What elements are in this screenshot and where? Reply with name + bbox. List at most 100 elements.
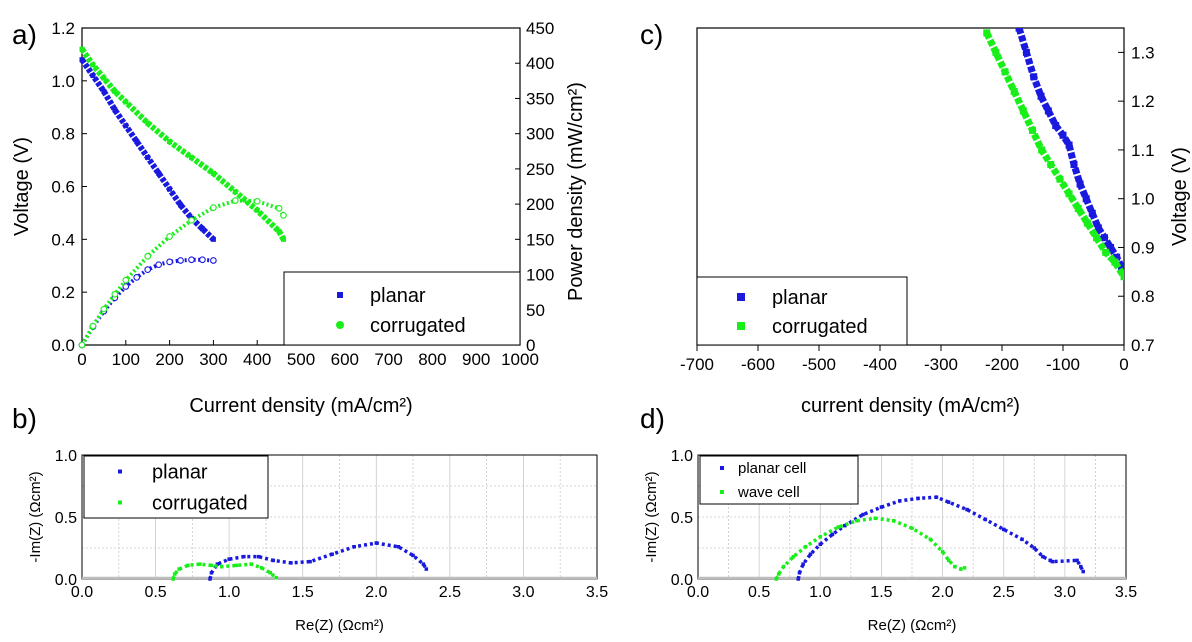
data-point-corrugated	[1093, 234, 1101, 242]
y2-tick-label: 450	[526, 19, 554, 38]
legend-swatch-corrugated	[336, 321, 344, 329]
y-tick-label: 0.7	[1131, 336, 1155, 355]
data-point-corrugated-power	[78, 341, 86, 349]
x-tick-label: 1.0	[218, 584, 240, 601]
data-point-planar	[227, 557, 231, 561]
data-point-corrugated-voltage	[123, 99, 129, 105]
data-point-planar-power	[210, 257, 217, 264]
data-point-planar	[1113, 253, 1121, 261]
data-point-wave-cell	[891, 518, 896, 523]
y2-tick-label: 200	[526, 195, 554, 214]
data-point-wave-cell	[946, 558, 951, 563]
data-point-planar-cell	[1050, 559, 1055, 564]
data-point-corrugated	[259, 566, 264, 570]
legend-box	[283, 271, 521, 346]
x-tick-label: 100	[112, 350, 140, 369]
x-tick-label: 3.5	[586, 584, 608, 601]
data-point-corrugated-power	[210, 204, 217, 211]
y-tick-label: 0.4	[51, 230, 75, 249]
data-point-planar-voltage	[167, 186, 173, 192]
y-tick-label: 0.5	[671, 510, 693, 527]
x-tick-label: 800	[418, 350, 446, 369]
data-point-wave-cell	[873, 516, 878, 520]
legend-swatch-corrugated	[737, 322, 745, 330]
data-point-planar-cell	[861, 512, 865, 517]
data-point-planar-power	[199, 256, 206, 264]
data-point-corrugated-power	[166, 233, 173, 240]
data-point-planar	[256, 554, 261, 559]
x-tick-label: 600	[331, 350, 359, 369]
data-point-planar-voltage	[90, 73, 96, 79]
x-tick-label: 0.5	[144, 584, 166, 601]
plot-area	[983, 28, 1124, 281]
data-point-corrugated-voltage	[112, 88, 118, 94]
series-planar-voltage-line	[79, 57, 216, 242]
y-tick-label: 0.6	[51, 178, 75, 197]
data-point-planar	[352, 545, 356, 549]
data-point-corrugated	[1056, 175, 1064, 183]
data-point-planar	[289, 561, 293, 565]
x-tick-label: 3.0	[1054, 584, 1076, 601]
data-point-planar	[208, 577, 212, 581]
legend-label-planar: planar	[152, 462, 208, 484]
y-tick-label: 0.9	[1131, 238, 1155, 257]
data-point-wave-cell	[776, 572, 781, 576]
data-point-planar	[1022, 48, 1030, 56]
data-point-corrugated-power	[111, 290, 119, 298]
data-point-wave-cell	[962, 566, 967, 570]
chart-d: 0.0 0.5 1.0 1.5 2.0 2.5 3.0 3.5 0.0 0.5 1.0 Re(Z) (…	[643, 448, 1137, 634]
data-point-wave-cell	[928, 537, 933, 542]
data-point-wave-cell	[953, 564, 957, 569]
legend-label-corrugated: corrugated	[370, 315, 466, 337]
x-tick-label: -100	[1046, 355, 1080, 374]
x-tick-label: -400	[863, 355, 897, 374]
x-tick-label: 3.5	[1115, 584, 1137, 601]
data-point-corrugated	[234, 563, 239, 568]
data-point-wave-cell	[774, 577, 779, 581]
x-tick-label: 2.5	[993, 584, 1015, 601]
y2-tick-label: 400	[526, 54, 554, 73]
x-tick-label: 1.5	[870, 584, 892, 601]
data-point-planar-cell	[965, 507, 969, 512]
data-point-corrugated	[1102, 248, 1110, 256]
x-tick-label: -300	[924, 355, 958, 374]
data-point-planar-power	[133, 274, 141, 281]
data-point-corrugated	[1010, 87, 1018, 95]
x-tick-label: 3.0	[512, 584, 534, 601]
data-point-planar	[1107, 243, 1115, 251]
data-point-corrugated	[220, 564, 224, 569]
x-axis-label: Re(Z) (Ωcm²)	[868, 617, 957, 634]
y2-axis-label: Power density (mW/cm²)	[565, 82, 587, 301]
chart-c: -700 -600 -500 -400 -300 -200 -100 00.7 0.8 0.9 1.…	[680, 27, 1191, 417]
y2-tick-label: 150	[526, 230, 554, 249]
data-point-planar-cell	[898, 499, 902, 503]
x-tick-label: 300	[199, 350, 227, 369]
data-point-planar-cell	[842, 523, 847, 528]
data-point-planar-power	[188, 256, 195, 264]
data-point-planar-cell	[1079, 564, 1083, 569]
y2-tick-label: 100	[526, 266, 554, 285]
data-point-planar-cell	[1032, 546, 1037, 550]
x-tick-label: 900	[462, 350, 490, 369]
legend-swatch-corrugated	[118, 500, 122, 505]
data-point-planar-voltage	[210, 236, 216, 242]
data-point-planar-cell	[934, 495, 939, 499]
data-point-planar-power	[166, 258, 173, 266]
legend-label-planar: planar	[370, 285, 426, 307]
data-point-planar-cell	[808, 552, 813, 556]
data-point-corrugated	[983, 29, 991, 37]
data-point-wave-cell	[959, 567, 963, 571]
data-point-planar	[242, 554, 246, 559]
data-point-planar-voltage	[156, 170, 162, 176]
data-point-corrugated	[197, 562, 202, 566]
data-point-corrugated	[1038, 146, 1046, 154]
data-point-planar-cell	[1001, 527, 1006, 532]
data-point-planar-voltage	[112, 107, 118, 113]
legend: planar corrugated	[83, 455, 269, 519]
data-point-planar-cell	[796, 577, 801, 581]
data-point-planar-voltage	[123, 123, 129, 129]
data-point-planar-cell	[879, 505, 884, 509]
series-planar-line	[208, 541, 428, 580]
data-point-planar-cell	[801, 562, 805, 566]
